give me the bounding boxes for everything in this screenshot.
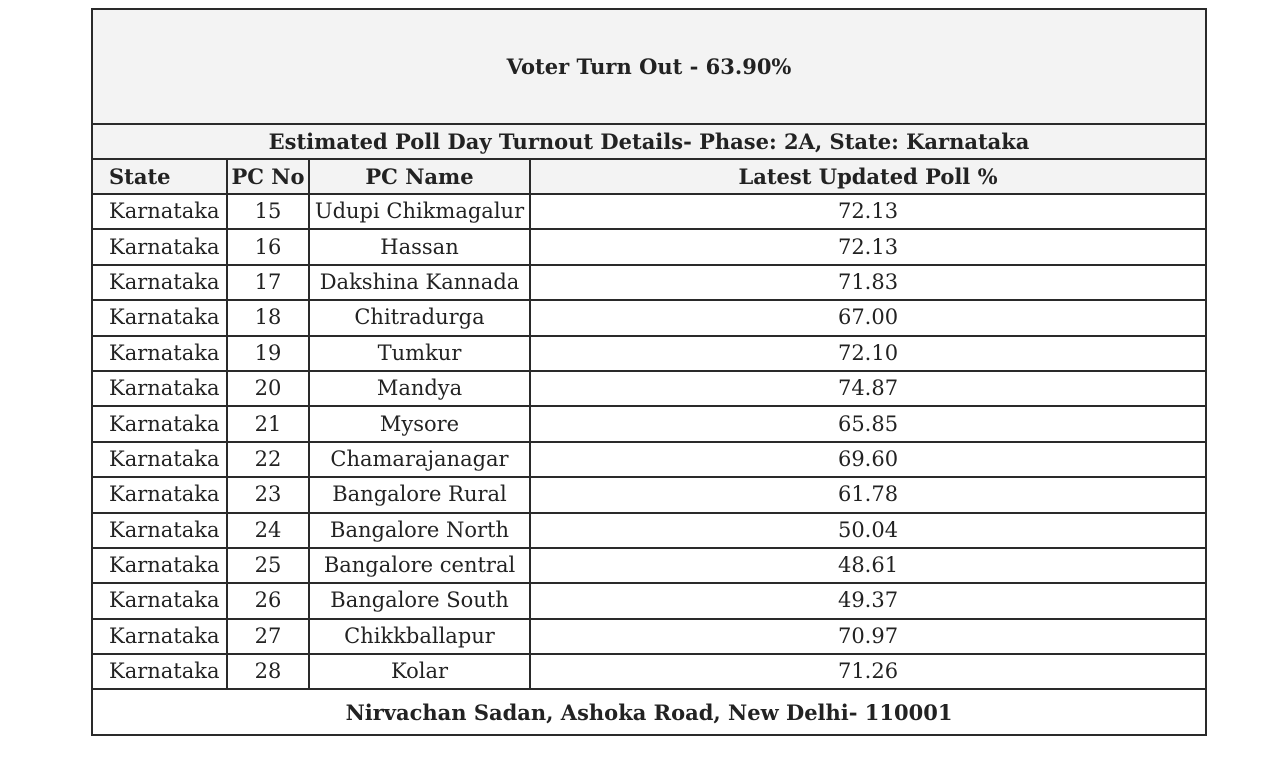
table-cell: Karnataka	[91, 511, 228, 549]
table-cell: Karnataka	[91, 228, 228, 266]
table-cell: 20	[226, 369, 310, 408]
table-cell: 28	[226, 653, 310, 691]
table-row: Karnataka 20 Mandya 74.87	[91, 369, 1208, 408]
table-cell: Mandya	[308, 369, 531, 408]
table-cell: Karnataka	[91, 476, 228, 514]
table-cell: Karnataka	[91, 582, 228, 620]
table-cell: 25	[226, 546, 310, 585]
table-row: Karnataka 21 Mysore 65.85	[91, 405, 1208, 443]
table-cell: Karnataka	[91, 653, 228, 691]
table-cell: 69.60	[528, 440, 1208, 479]
table-row: Karnataka 24 Bangalore North 50.04	[91, 511, 1208, 549]
table-cell: 49.37	[528, 582, 1208, 620]
table-cell: 70.97	[528, 617, 1208, 656]
table-cell: 15	[226, 192, 310, 231]
column-header: Latest Updated Poll %	[528, 158, 1208, 195]
table-cell: 16	[226, 228, 310, 266]
column-header: PC Name	[308, 158, 531, 195]
table-cell: 71.83	[528, 263, 1208, 302]
table-cell: Kolar	[308, 653, 531, 691]
table-cell: Udupi Chikmagalur	[308, 192, 531, 231]
footer: Nirvachan Sadan, Ashoka Road, New Delhi-…	[90, 688, 1208, 737]
column-header: State	[91, 158, 228, 195]
table-cell: 48.61	[528, 546, 1208, 585]
table-row: Karnataka 17 Dakshina Kannada 71.83	[91, 263, 1208, 302]
document: Voter Turn Out - 63.90% Estimated Poll D…	[90, 8, 1208, 737]
table-cell: 23	[226, 476, 310, 514]
column-header: PC No	[226, 158, 310, 195]
footer-row: Nirvachan Sadan, Ashoka Road, New Delhi-…	[90, 688, 1208, 737]
table-cell: 18	[226, 299, 310, 337]
table-cell: Karnataka	[91, 405, 228, 443]
table-cell: 65.85	[528, 405, 1208, 443]
table-cell: Chitradurga	[308, 299, 531, 337]
table-cell: Chikkballapur	[308, 617, 531, 656]
table-cell: Karnataka	[91, 440, 228, 479]
title: Voter Turn Out - 63.90%	[90, 8, 1208, 125]
turnout-table: Voter Turn Out - 63.90% Estimated Poll D…	[90, 8, 1208, 737]
table-cell: 71.26	[528, 653, 1208, 691]
table-cell: 72.10	[528, 334, 1208, 372]
table-cell: 19	[226, 334, 310, 372]
table-cell: Tumkur	[308, 334, 531, 372]
table-cell: Chamarajanagar	[308, 440, 531, 479]
table-cell: Mysore	[308, 405, 531, 443]
table-cell: 61.78	[528, 476, 1208, 514]
table-cell: 72.13	[528, 228, 1208, 266]
table-cell: 50.04	[528, 511, 1208, 549]
table-cell: Karnataka	[91, 263, 228, 302]
table-cell: 22	[226, 440, 310, 479]
table-row: Karnataka 18 Chitradurga 67.00	[91, 299, 1208, 337]
table-cell: Karnataka	[91, 546, 228, 585]
table-cell: 26	[226, 582, 310, 620]
table-row: Karnataka 16 Hassan 72.13	[91, 228, 1208, 266]
table-cell: Karnataka	[91, 334, 228, 372]
table-row: Karnataka 23 Bangalore Rural 61.78	[91, 476, 1208, 514]
table-cell: 21	[226, 405, 310, 443]
table-cell: 67.00	[528, 299, 1208, 337]
table-row: Karnataka 19 Tumkur 72.10	[91, 334, 1208, 372]
table-cell: Bangalore South	[308, 582, 531, 620]
table-cell: 24	[226, 511, 310, 549]
table-row: Karnataka 15 Udupi Chikmagalur 72.13	[91, 192, 1208, 231]
table-row: Karnataka 27 Chikkballapur 70.97	[91, 617, 1208, 656]
subtitle: Estimated Poll Day Turnout Details- Phas…	[90, 123, 1208, 160]
table-cell: Hassan	[308, 228, 531, 266]
table-cell: Bangalore North	[308, 511, 531, 549]
table-cell: Karnataka	[91, 369, 228, 408]
table-cell: Dakshina Kannada	[308, 263, 531, 302]
table-cell: 17	[226, 263, 310, 302]
table-row: Karnataka 26 Bangalore South 49.37	[91, 582, 1208, 620]
table-cell: Karnataka	[91, 192, 228, 231]
table-cell: 72.13	[528, 192, 1208, 231]
table-cell: Bangalore central	[308, 546, 531, 585]
table-cell: 74.87	[528, 369, 1208, 408]
table-row: Karnataka 22 Chamarajanagar 69.60	[91, 440, 1208, 479]
table-cell: Karnataka	[91, 617, 228, 656]
table-row: Karnataka 28 Kolar 71.26	[91, 653, 1208, 691]
table-cell: 27	[226, 617, 310, 656]
table-row: Karnataka 25 Bangalore central 48.61	[91, 546, 1208, 585]
table-cell: Karnataka	[91, 299, 228, 337]
table-cell: Bangalore Rural	[308, 476, 531, 514]
